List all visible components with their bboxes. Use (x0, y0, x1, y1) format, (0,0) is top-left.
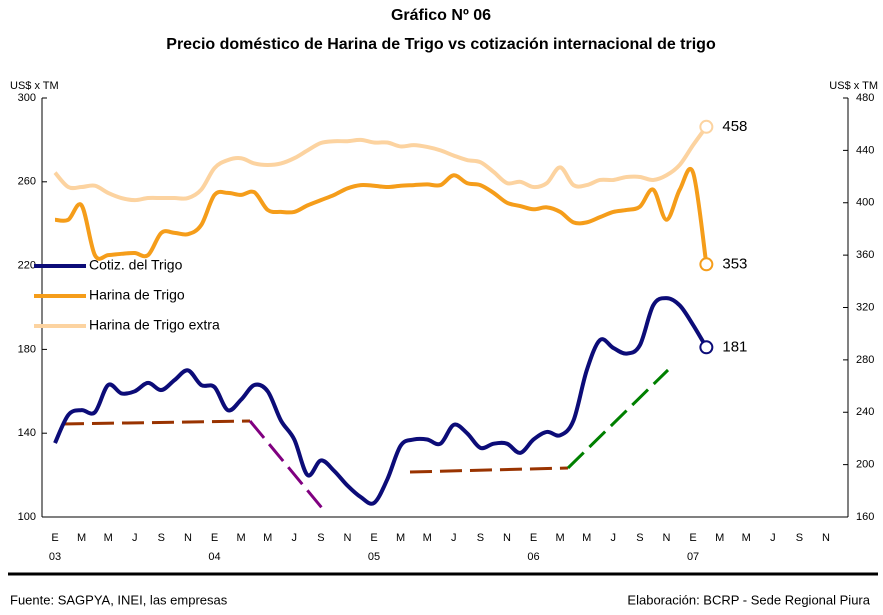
y-tick-label: 300 (18, 92, 36, 104)
x-tick-label: M (742, 532, 751, 544)
x-tick-label: M (237, 532, 246, 544)
y2-tick-label: 160 (856, 511, 874, 523)
x-tick-label: J (770, 532, 776, 544)
trend-line (61, 419, 251, 426)
x-year-label: 06 (527, 551, 539, 563)
chart-subtitle: Precio doméstico de Harina de Trigo vs c… (166, 36, 716, 53)
y2-tick-label: 400 (856, 197, 874, 209)
x-tick-label: E (51, 532, 58, 544)
x-tick-label: N (503, 532, 511, 544)
y2-tick-label: 360 (856, 249, 874, 261)
x-tick-label: E (211, 532, 218, 544)
x-tick-label: M (263, 532, 272, 544)
x-tick-label: M (423, 532, 432, 544)
credit: Elaboración: BCRP - Sede Regional Piura (627, 592, 870, 607)
x-tick-label: S (636, 532, 643, 544)
end-marker (699, 257, 714, 272)
x-year-label: 07 (687, 551, 699, 563)
trend-lines (61, 368, 670, 509)
y2-tick-label: 320 (856, 301, 874, 313)
x-tick-label: S (317, 532, 324, 544)
source: Fuente: SAGPYA, INEI, las empresas (10, 592, 228, 607)
chart-title: Gráfico Nº 06 (391, 7, 491, 24)
x-tick-label: J (292, 532, 298, 544)
y-tick-label: 100 (18, 511, 36, 523)
x-year-label: 04 (208, 551, 220, 563)
x-tick-label: M (104, 532, 113, 544)
x-tick-label: N (343, 532, 351, 544)
x-year-label: 03 (49, 551, 61, 563)
x-tick-label: E (689, 532, 696, 544)
x-tick-label: N (822, 532, 830, 544)
trend-line (566, 368, 670, 470)
y-tick-label: 260 (18, 176, 36, 188)
y-tick-label: 220 (18, 260, 36, 272)
x-tick-label: S (477, 532, 484, 544)
y2-tick-label: 240 (856, 406, 874, 418)
y-tick-label: 140 (18, 427, 36, 439)
legend-label: Harina de Trigo (89, 287, 185, 303)
end-marker (699, 119, 714, 134)
end-marker (699, 340, 714, 355)
x-tick-label: S (158, 532, 165, 544)
trend-line (409, 466, 569, 474)
end-label: 181 (722, 338, 747, 355)
x-tick-label: N (184, 532, 192, 544)
x-tick-label: M (582, 532, 591, 544)
y2-tick-label: 440 (856, 144, 874, 156)
x-tick-label: N (663, 532, 671, 544)
trend-line (248, 420, 324, 509)
legend-label: Harina de Trigo extra (89, 317, 220, 333)
x-tick-label: E (370, 532, 377, 544)
y2-tick-label: 280 (856, 354, 874, 366)
x-year-label: 05 (368, 551, 380, 563)
x-tick-label: E (530, 532, 537, 544)
series-line (54, 166, 709, 265)
x-tick-label: J (132, 532, 138, 544)
y2-tick-label: 200 (856, 459, 874, 471)
y-axis-label: US$ x TM (10, 80, 59, 92)
series-line (53, 296, 709, 506)
y2-axis-label: US$ x TM (829, 80, 878, 92)
x-tick-label: J (451, 532, 457, 544)
y2-tick-label: 480 (856, 92, 874, 104)
x-tick-label: M (556, 532, 565, 544)
series-line (53, 125, 708, 203)
x-tick-label: M (396, 532, 405, 544)
x-tick-label: M (715, 532, 724, 544)
x-tick-label: J (611, 532, 617, 544)
y-tick-label: 180 (18, 343, 36, 355)
x-tick-label: M (77, 532, 86, 544)
end-label: 458 (722, 118, 747, 135)
x-tick-label: S (796, 532, 803, 544)
legend-label: Cotiz. del Trigo (89, 257, 183, 273)
end-label: 353 (722, 255, 747, 272)
